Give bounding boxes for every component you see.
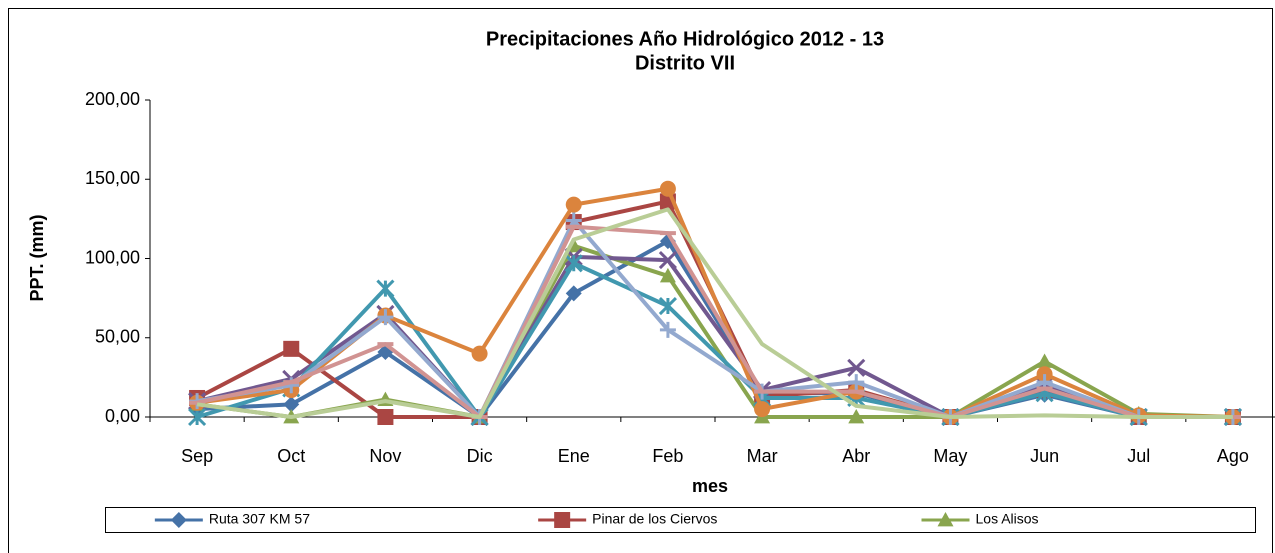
point	[376, 279, 395, 298]
y-tick-label: 50,00	[95, 327, 140, 347]
y-tick-label: 0,00	[105, 406, 140, 426]
series-line	[196, 224, 1233, 419]
y-tick-label: 200,00	[85, 89, 140, 109]
x-tick-label: Abr	[842, 446, 870, 466]
point	[659, 267, 676, 283]
point	[658, 251, 677, 270]
x-tick-label: May	[933, 446, 967, 466]
chart-title: Precipitaciones Año Hidrológico 2012 - 1…	[486, 28, 884, 50]
point	[377, 309, 394, 326]
x-tick-label: Sep	[181, 446, 213, 466]
legend-box	[105, 507, 1256, 533]
x-tick-label: Feb	[652, 446, 683, 466]
point	[659, 180, 676, 197]
x-axis-label: mes	[692, 476, 728, 496]
series-line	[196, 254, 1233, 419]
point	[847, 358, 866, 377]
y-tick-label: 100,00	[85, 247, 140, 267]
point	[471, 345, 488, 362]
x-tick-label: Jun	[1030, 446, 1059, 466]
x-tick-label: Oct	[277, 446, 305, 466]
point	[377, 409, 394, 425]
series-line	[196, 186, 1233, 419]
chart-subtitle: Distrito VII	[635, 52, 735, 74]
point	[564, 254, 583, 273]
legend-label: Los Alisos	[976, 511, 1039, 527]
series-line	[196, 218, 1233, 419]
point	[565, 196, 582, 213]
point	[283, 340, 300, 357]
y-tick-label: 150,00	[85, 168, 140, 188]
x-tick-label: Mar	[747, 446, 778, 466]
point	[188, 407, 207, 427]
point	[659, 321, 676, 338]
y-axis-label: PPT. (mm)	[27, 214, 47, 301]
x-tick-label: Nov	[369, 446, 401, 466]
point	[283, 396, 300, 413]
chart-border	[8, 8, 1273, 553]
point	[658, 296, 677, 316]
legend-marker	[170, 512, 187, 528]
series-line	[196, 261, 1233, 419]
x-tick-label: Ago	[1217, 446, 1249, 466]
x-tick-label: Jul	[1127, 446, 1150, 466]
x-tick-label: Ene	[558, 446, 590, 466]
series-line	[196, 207, 1233, 419]
point	[848, 374, 865, 391]
point	[1036, 353, 1053, 368]
point	[848, 409, 865, 424]
legend-marker	[554, 512, 571, 528]
x-tick-label: Dic	[467, 446, 493, 466]
legend-label: Ruta 307 KM 57	[209, 511, 310, 527]
legend-marker	[937, 512, 954, 527]
legend-label: Pinar de los Ciervos	[592, 511, 717, 527]
point	[565, 285, 582, 302]
point	[754, 401, 771, 418]
